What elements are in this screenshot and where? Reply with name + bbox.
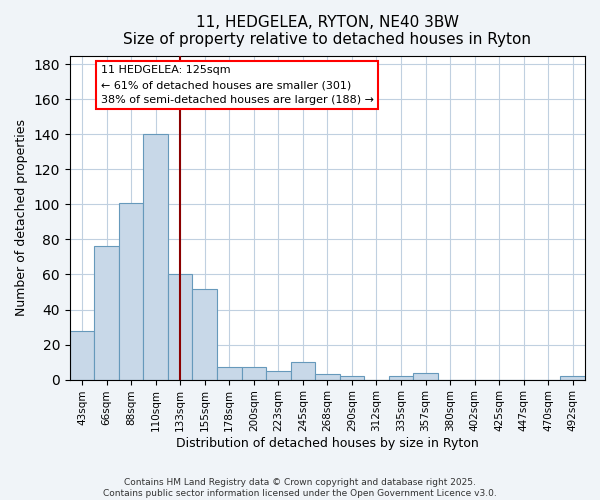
Bar	[143, 134, 168, 380]
Bar	[560, 376, 585, 380]
Bar	[217, 368, 242, 380]
Bar	[168, 274, 193, 380]
Y-axis label: Number of detached properties: Number of detached properties	[15, 119, 28, 316]
Bar	[413, 372, 438, 380]
Bar	[242, 368, 266, 380]
Text: 11 HEDGELEA: 125sqm
← 61% of detached houses are smaller (301)
38% of semi-detac: 11 HEDGELEA: 125sqm ← 61% of detached ho…	[101, 65, 374, 105]
Title: 11, HEDGELEA, RYTON, NE40 3BW
Size of property relative to detached houses in Ry: 11, HEDGELEA, RYTON, NE40 3BW Size of pr…	[124, 15, 532, 48]
X-axis label: Distribution of detached houses by size in Ryton: Distribution of detached houses by size …	[176, 437, 479, 450]
Bar	[94, 246, 119, 380]
Bar	[340, 376, 364, 380]
Bar	[315, 374, 340, 380]
Bar	[266, 371, 290, 380]
Bar	[389, 376, 413, 380]
Text: Contains HM Land Registry data © Crown copyright and database right 2025.
Contai: Contains HM Land Registry data © Crown c…	[103, 478, 497, 498]
Bar	[193, 288, 217, 380]
Bar	[119, 202, 143, 380]
Bar	[70, 330, 94, 380]
Bar	[290, 362, 315, 380]
